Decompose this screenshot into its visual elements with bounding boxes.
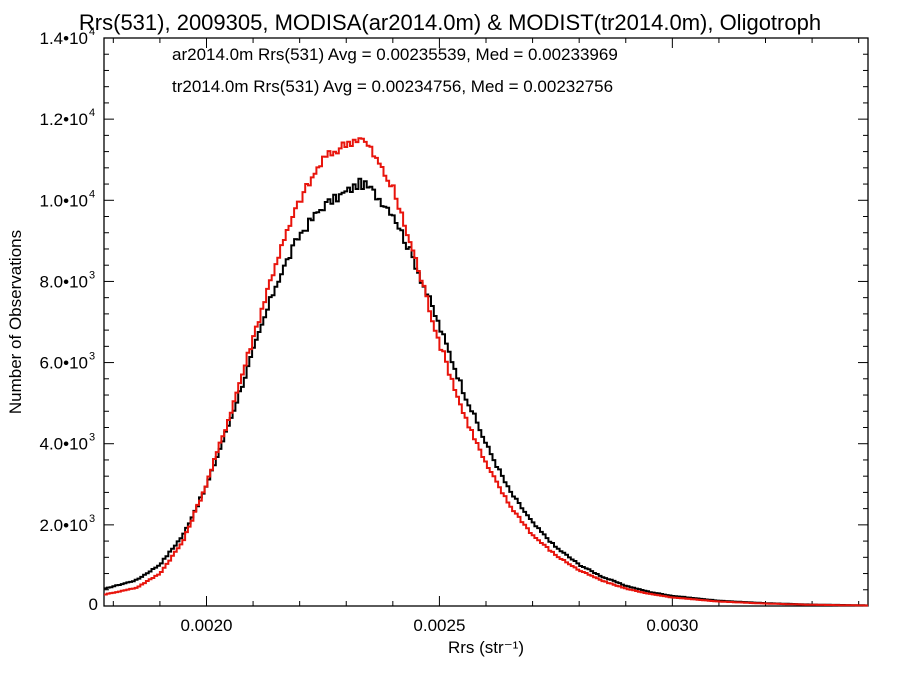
y-axis-ticks: 02.0•10 34.0•10 36.0•10 38.0•10 31.0•10 41.2•… xyxy=(40,26,868,614)
chart-title: Rrs(531), 2009305, MODISA(ar2014.0m) & M… xyxy=(79,10,821,35)
x-tick-label: 0.0020 xyxy=(180,616,232,635)
y-tick-exponent: 4 xyxy=(89,188,95,200)
plot-area: 0.0020 0.0025 0.0030 02.0•10 34.0•10 36.0•10… xyxy=(40,26,869,635)
series-tr2014.0m-histogram xyxy=(104,137,868,607)
y-tick-exponent: 3 xyxy=(89,432,95,444)
series-ar2014.0m-histogram xyxy=(104,177,868,607)
y-tick-label: 1.4•10 xyxy=(40,29,89,48)
y-axis-label: Number of Observations xyxy=(6,230,25,414)
x-tick-label: 0.0030 xyxy=(646,616,698,635)
y-tick-exponent: 3 xyxy=(89,513,95,525)
legend: ar2014.0m Rrs(531) Avg = 0.00235539, Med… xyxy=(172,45,618,96)
y-tick-label: 1.0•10 xyxy=(40,191,89,210)
y-tick-label: 8.0•10 xyxy=(40,272,89,291)
x-axis-ticks: 0.0020 0.0025 0.0030 xyxy=(112,38,860,635)
legend-entry-ar2014: ar2014.0m Rrs(531) Avg = 0.00235539, Med… xyxy=(172,45,618,64)
y-tick-exponent: 4 xyxy=(89,107,95,119)
series-group xyxy=(104,137,868,607)
x-tick-label: 0.0025 xyxy=(413,616,465,635)
y-tick-label: 1.2•10 xyxy=(40,110,89,129)
y-tick-exponent: 4 xyxy=(89,26,95,38)
y-tick-label: 0 xyxy=(89,595,98,614)
y-tick-label: 4.0•10 xyxy=(40,435,89,454)
legend-entry-tr2014: tr2014.0m Rrs(531) Avg = 0.00234756, Med… xyxy=(172,77,613,96)
y-tick-exponent: 3 xyxy=(89,351,95,363)
y-tick-exponent: 3 xyxy=(89,269,95,281)
y-tick-label: 2.0•10 xyxy=(40,516,89,535)
y-tick-label: 6.0•10 xyxy=(40,354,89,373)
plot-frame xyxy=(103,37,869,607)
x-axis-label: Rrs (str⁻¹) xyxy=(448,638,524,657)
